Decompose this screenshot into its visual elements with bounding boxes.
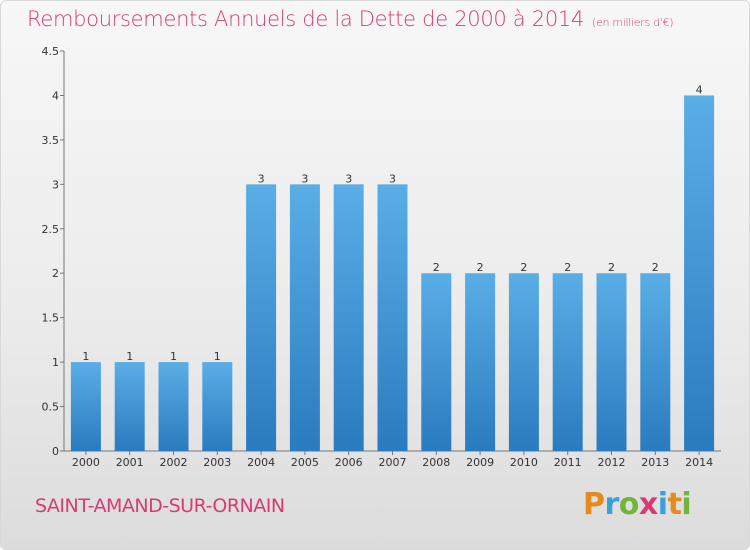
- x-tick-label-2012: 2012: [598, 456, 626, 469]
- value-label-2014: 4: [696, 83, 703, 96]
- chart-title: Remboursements Annuels de la Dette de 20…: [27, 7, 673, 31]
- logo-letter: r: [604, 487, 620, 522]
- x-tick-label-2002: 2002: [160, 456, 188, 469]
- labels: 2000 1 2001 1 2002 1 2003 1 2004 3 2005 3 2006 3 2007 3…: [72, 83, 713, 469]
- bar-2008: [421, 273, 452, 451]
- y-tick-label: 0.5: [42, 401, 60, 414]
- logo-letter: i: [657, 487, 668, 522]
- x-tick-label-2006: 2006: [335, 456, 363, 469]
- y-tick-label: 3.5: [42, 134, 60, 147]
- x-tick-label-2001: 2001: [116, 456, 144, 469]
- x-tick-label-2005: 2005: [291, 456, 319, 469]
- y-tick-label: 4: [52, 89, 59, 102]
- bar-2002: [158, 362, 189, 451]
- bar-2009: [465, 273, 496, 451]
- x-tick-label-2008: 2008: [422, 456, 450, 469]
- y-tick-label: 2.5: [42, 223, 60, 236]
- bar-2013: [640, 273, 671, 451]
- logo-letter: i: [681, 487, 692, 522]
- value-label-2004: 3: [258, 172, 265, 185]
- value-label-2005: 3: [301, 172, 308, 185]
- logo-letter: o: [618, 487, 640, 522]
- logo-letter: x: [638, 487, 658, 522]
- bar-2012: [596, 273, 627, 451]
- bar-2014: [684, 95, 715, 451]
- y-tick-label: 0: [52, 445, 59, 458]
- value-label-2007: 3: [389, 172, 396, 185]
- y-tick-label: 2: [52, 267, 59, 280]
- value-label-2006: 3: [345, 172, 352, 185]
- bar-2000: [70, 362, 101, 451]
- bar-2005: [289, 184, 320, 452]
- x-tick-label-2007: 2007: [379, 456, 407, 469]
- x-tick-label-2004: 2004: [247, 456, 275, 469]
- value-label-2012: 2: [608, 261, 615, 274]
- bar-2003: [202, 362, 233, 451]
- bar-2011: [552, 273, 583, 451]
- x-tick-label-2011: 2011: [554, 456, 582, 469]
- x-tick-label-2009: 2009: [466, 456, 494, 469]
- value-label-2011: 2: [564, 261, 571, 274]
- value-label-2009: 2: [477, 261, 484, 274]
- bar-2001: [114, 362, 145, 451]
- x-tick-label-2003: 2003: [203, 456, 231, 469]
- chart-title-text: Remboursements Annuels de la Dette de 20…: [27, 7, 584, 31]
- y-tick-label: 1.5: [42, 312, 60, 325]
- y-tick-label: 1: [52, 356, 59, 369]
- value-label-2003: 1: [214, 350, 221, 363]
- x-tick-label-2000: 2000: [72, 456, 100, 469]
- commune-name: SAINT-AMAND-SUR-ORNAIN: [35, 495, 285, 517]
- logo-letter: P: [583, 487, 605, 522]
- x-tick-label-2014: 2014: [685, 456, 713, 469]
- bar-2007: [377, 184, 408, 452]
- value-label-2010: 2: [520, 261, 527, 274]
- y-tick-label: 4.5: [42, 45, 60, 58]
- x-tick-label-2013: 2013: [641, 456, 669, 469]
- proxiti-logo: Proxiti: [583, 487, 692, 522]
- value-label-2002: 1: [170, 350, 177, 363]
- value-label-2008: 2: [433, 261, 440, 274]
- bars: [70, 95, 715, 452]
- value-label-2000: 1: [82, 350, 89, 363]
- value-label-2001: 1: [126, 350, 133, 363]
- logo-letter: t: [667, 487, 682, 522]
- chart-unit: (en milliers d'€): [592, 16, 674, 29]
- bar-2004: [246, 184, 277, 452]
- bar-2010: [508, 273, 539, 451]
- bar-2006: [333, 184, 364, 452]
- x-tick-label-2010: 2010: [510, 456, 538, 469]
- value-label-2013: 2: [652, 261, 659, 274]
- y-tick-label: 3: [52, 178, 59, 191]
